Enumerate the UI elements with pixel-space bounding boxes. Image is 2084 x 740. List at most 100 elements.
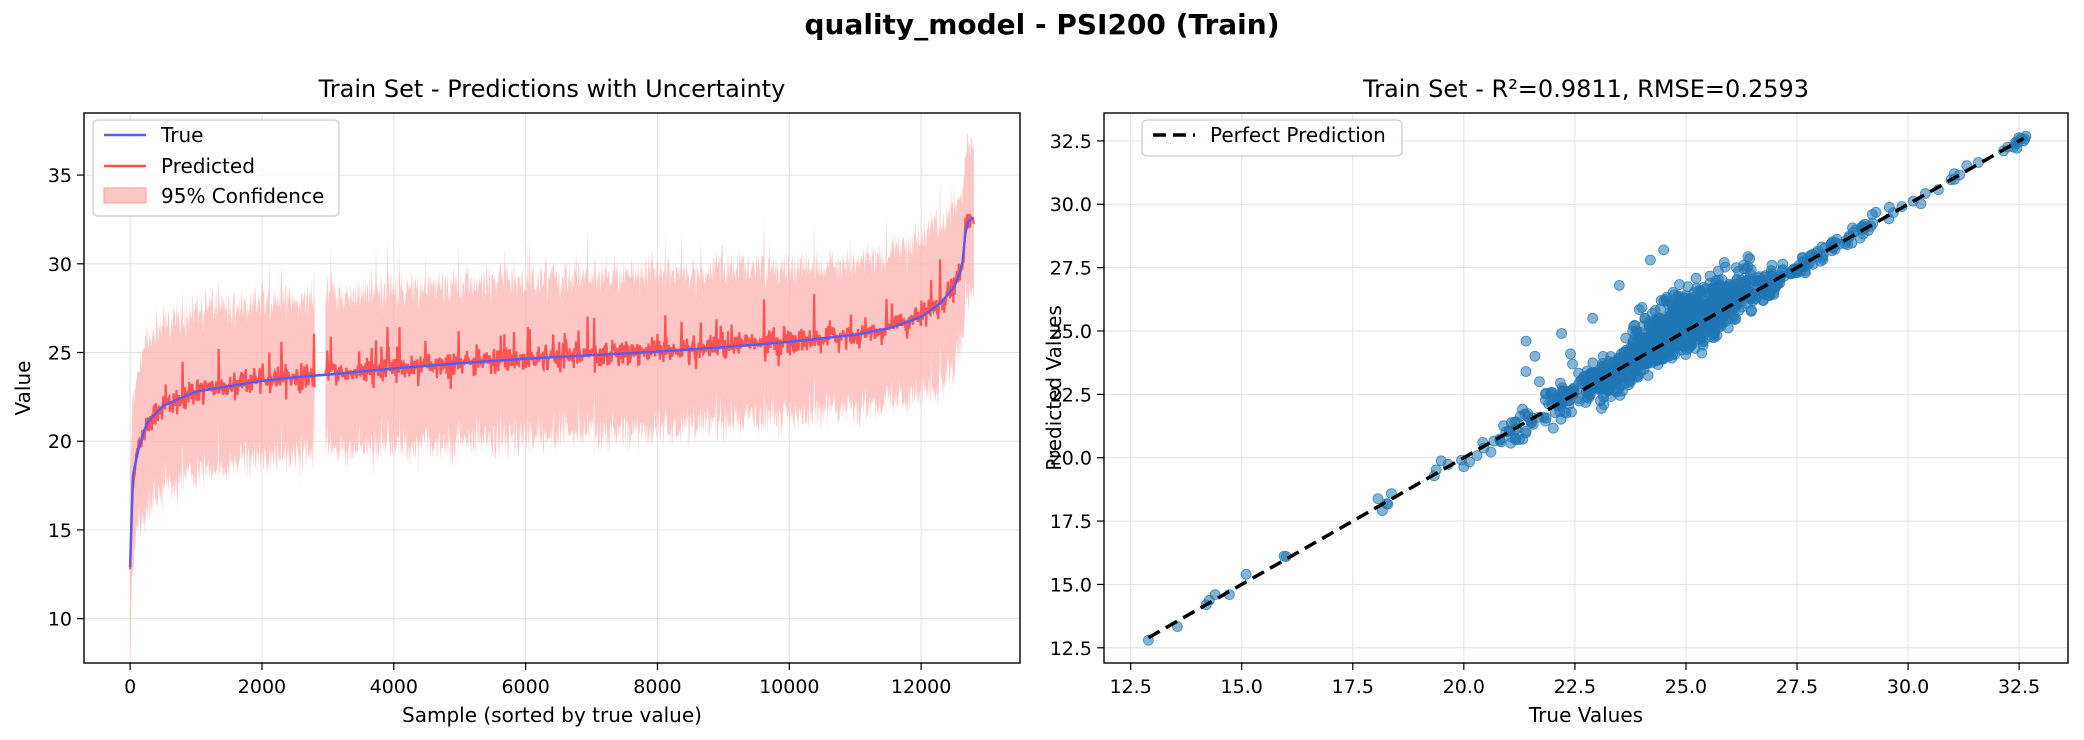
scatter-chart: 12.5 15.0 17.5 20.0 22.5 25.0 27.5 30.0 32.5 12.5… [1042,75,2069,727]
scatter-point [1580,397,1591,408]
scatter-point [1682,281,1694,293]
plot1-frame [83,112,1021,664]
scatter-point [1645,254,1656,266]
scatter-point [1713,321,1724,333]
legend-confidence-label: 95% Confidence [161,184,324,208]
plot2-xtick-label: 32.5 [1998,676,2040,698]
scatter-point [1744,268,1756,280]
scatter-point [1464,456,1475,468]
scatter-point [1604,378,1616,390]
scatter-point [1708,330,1720,341]
scatter-point [1435,455,1447,467]
scatter-point [1718,295,1730,307]
plot1-ticks: 0 2000 4000 6000 8000 10000 12000 10 15 20 25 30 35 [48,165,952,698]
plot2-ytick-label: 30.0 [1050,194,1092,216]
plot1-legend-box [92,119,340,217]
plot2-xtick-label: 30.0 [1887,676,1929,698]
scatter-point [1680,349,1692,361]
scatter-point [1636,301,1648,313]
plot1-xtick-label: 4000 [370,676,418,698]
plot2-ytick-label: 32.5 [1050,131,1092,153]
scatter-point [1678,296,1689,308]
plot2-title: Train Set - R²=0.9811, RMSE=0.2593 [1362,75,1809,103]
plot1-ytick-label: 35 [48,165,72,187]
plot1-xtick-label: 8000 [633,676,681,698]
scatter-point [1681,309,1693,321]
plot2-xlabel: True Values [1528,703,1643,727]
scatter-point [1706,304,1718,316]
true-series-line [128,216,975,568]
scatter-point [1663,350,1675,362]
scatter-point [1598,399,1610,410]
scatter-point [1520,427,1532,439]
scatter-point [1667,312,1679,324]
plot2-xtick-label: 12.5 [1109,676,1151,698]
plot2-xtick-label: 15.0 [1221,676,1263,698]
plot1-xtick-label: 12000 [891,676,951,698]
confidence-band-region [325,133,974,479]
scatter-point [1372,493,1384,505]
plot2-ylabel: Predicted Values [1042,305,1066,471]
scatter-point [1546,386,1557,398]
scatter-point [1567,358,1578,370]
legend-confidence-swatch [103,187,147,204]
scatter-point [1565,348,1576,360]
scatter-point [1520,335,1532,347]
scatter-point [1547,422,1559,434]
plot2-ticks: 12.5 15.0 17.5 20.0 22.5 25.0 27.5 30.0 32.5 12.5… [1050,131,2041,698]
scatter-point [1866,209,1878,220]
plot2-frame [1103,112,2069,664]
plot2-ytick-label: 25.0 [1050,321,1092,343]
plot2-ytick-label: 27.5 [1050,258,1092,280]
figure-title: quality_model - PSI200 (Train) [804,8,1280,41]
scatter-point [1638,334,1649,346]
scatter-point [1710,289,1721,301]
plot2-xtick-label: 22.5 [1554,676,1596,698]
scatter-point [1704,270,1716,282]
scatter-point [1592,382,1604,394]
predicted-series-line [129,333,316,570]
legend-true-label: True [160,123,203,147]
scatter-point [1667,300,1678,312]
plot1-legend: True Predicted 95% Confidence [92,119,340,217]
plot2-ytick-label: 20.0 [1050,448,1092,470]
scatter-point [1240,568,1252,580]
plot1-ytick-label: 20 [48,431,72,453]
scatter-point [1777,258,1789,270]
plot2-xtick-label: 20.0 [1443,676,1485,698]
plot1-xtick-label: 2000 [238,676,286,698]
plot2-legend: Perfect Prediction [1141,119,1403,157]
plot1-xtick-label: 6000 [501,676,549,698]
scatter-point [1553,392,1565,404]
scatter-point [1729,314,1740,325]
scatter-points [1143,130,2032,646]
scatter-point [1613,279,1625,291]
scatter-point [1506,417,1517,429]
plot2-xtick-label: 27.5 [1776,676,1818,698]
plot1-ytick-label: 30 [48,254,72,276]
scatter-point [1658,244,1670,256]
plot2-ytick-label: 17.5 [1050,511,1092,533]
scatter-point [1485,446,1497,458]
plot1-ytick-label: 25 [48,343,72,365]
plot2-ytick-label: 22.5 [1050,384,1092,406]
scatter-point [1690,272,1702,284]
plot2-ytick-label: 12.5 [1050,638,1092,660]
scatter-point [1695,311,1706,323]
scatter-point [1556,328,1567,339]
scatter-point [1623,353,1634,365]
plot1-xtick-label: 0 [124,676,136,698]
plot2-ytick-label: 15.0 [1050,574,1092,596]
scatter-point [1884,201,1895,213]
plot2-legend-box [1141,119,1403,157]
plot1-ytick-label: 15 [48,520,72,542]
legend-predicted-label: Predicted [161,154,255,178]
plot2-xtick-label: 17.5 [1332,676,1374,698]
scatter-point [1520,366,1532,377]
plot1-ylabel: Value [11,361,35,416]
scatter-point [1534,376,1545,388]
uncertainty-chart: 0 2000 4000 6000 8000 10000 12000101520253035 … [11,75,1021,727]
plot1-xtick-label: 10000 [759,676,819,698]
scatter-point [1649,305,1661,316]
